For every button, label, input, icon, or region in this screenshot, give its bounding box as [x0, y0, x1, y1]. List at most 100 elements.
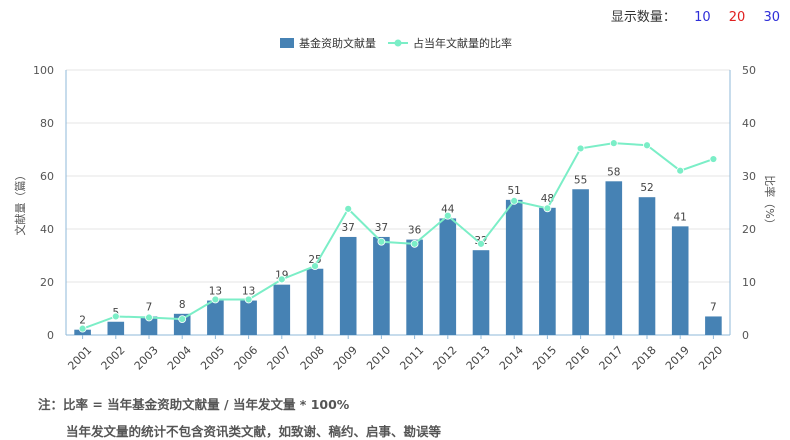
display-count-label: 显示数量： [610, 10, 676, 25]
x-tick-label: 2003 [132, 344, 161, 373]
bar-value-label: 58 [607, 166, 620, 178]
bar-value-label: 52 [640, 182, 653, 194]
x-tick-label: 2017 [597, 344, 626, 373]
bar-2009 [339, 236, 357, 335]
ratio-point-2016 [576, 144, 585, 153]
left-axis-title: 文献量（篇） [13, 170, 27, 236]
x-tick-label: 2011 [397, 344, 426, 373]
bar-2015 [539, 207, 556, 335]
x-tick-label: 2018 [630, 344, 659, 373]
bar-2002 [107, 321, 125, 335]
left-tick-label: 40 [40, 223, 54, 236]
bar-value-label: 41 [674, 211, 687, 223]
left-tick-label: 100 [33, 64, 54, 77]
legend-bar-label: 基金资助文献量 [299, 36, 376, 50]
funding-chart: 0 20 40 60 80 100 0 10 20 30 40 50 文献量（篇） 比率（%） 25 7 8 13… [13, 36, 777, 373]
x-tick-label: 2012 [431, 344, 460, 373]
bar-2014 [505, 199, 523, 335]
ratio-point-2012 [443, 211, 452, 220]
x-tick-label: 2014 [497, 344, 526, 373]
right-tick-label: 20 [742, 223, 756, 236]
ratio-point-2006 [244, 295, 253, 304]
ratio-point-2015 [543, 204, 552, 213]
ratio-point-2020 [709, 155, 718, 163]
bar-value-label: 8 [179, 299, 186, 311]
ratio-point-2007 [277, 275, 286, 284]
display-count-option-10[interactable]: 10 [694, 10, 711, 25]
bar-value-label: 55 [574, 174, 587, 186]
right-axis-title: 比率（%） [763, 175, 777, 229]
ratio-point-2004 [178, 315, 187, 324]
x-tick-label: 2020 [696, 344, 725, 373]
right-tick-label: 10 [742, 276, 756, 289]
bar-2017 [605, 181, 623, 335]
legend-line-marker [394, 39, 402, 47]
bar-2003 [140, 316, 158, 335]
bar-value-label: 51 [508, 185, 521, 197]
x-tick-label: 2010 [364, 344, 393, 373]
bar-2007 [273, 284, 291, 335]
x-tick-label: 2002 [99, 344, 128, 373]
ratio-point-2002 [111, 312, 120, 321]
x-tick-label: 2009 [331, 344, 360, 373]
left-tick-label: 60 [40, 170, 54, 183]
ratio-point-2001 [78, 324, 87, 333]
note-ratio-formula: 注：比率 = 当年基金资助文献量 / 当年发文量 * 100% [38, 397, 350, 412]
x-tick-label: 2013 [464, 344, 493, 373]
x-tick-label: 2019 [663, 344, 692, 373]
right-tick-label: 30 [742, 170, 756, 183]
ratio-point-2011 [410, 239, 419, 248]
bar-value-label: 36 [408, 225, 422, 237]
bar-2008 [306, 268, 324, 335]
bar-2011 [406, 239, 423, 335]
right-tick-label: 40 [742, 117, 756, 130]
bar-value-label: 7 [710, 301, 717, 313]
right-tick-label: 0 [742, 329, 749, 342]
ratio-point-2003 [145, 313, 153, 322]
bar-value-label: 44 [441, 203, 455, 215]
x-tick-label: 2007 [265, 344, 294, 373]
x-tick-label: 2004 [165, 344, 194, 373]
bar-value-label: 25 [308, 254, 321, 266]
bar-value-label: 37 [342, 222, 355, 234]
bar-value-label: 37 [375, 222, 388, 234]
x-tick-label: 2006 [231, 344, 260, 373]
display-count-option-20[interactable]: 20 [728, 10, 746, 25]
ratio-point-2013 [477, 239, 485, 248]
x-tick-label: 2016 [563, 344, 592, 373]
legend-line-label: 占当年文献量的比率 [413, 36, 512, 50]
bar-2013 [472, 250, 490, 335]
x-tick-label: 2008 [298, 344, 327, 373]
x-tick-label: 2001 [65, 344, 94, 373]
bar-2006 [240, 300, 257, 335]
left-tick-label: 20 [40, 276, 54, 289]
ratio-point-2017 [609, 139, 618, 148]
ratio-point-2019 [676, 166, 685, 175]
note-count-exclusion: 当年发文量的统计不包含资讯类文献，如致谢、稿约、启事、勘误等 [66, 424, 442, 439]
bar-value-label: 13 [209, 286, 222, 298]
bar-2018 [638, 197, 656, 335]
bar-2019 [671, 226, 689, 335]
bar-value-label: 2 [79, 315, 86, 327]
ratio-point-2014 [510, 197, 519, 205]
bar-2012 [439, 218, 457, 335]
ratio-point-2010 [377, 237, 386, 246]
bar-2005 [207, 300, 224, 335]
ratio-point-2018 [643, 141, 651, 150]
right-tick-label: 50 [742, 64, 756, 77]
display-count-option-30[interactable]: 30 [763, 10, 780, 25]
bar-value-label: 13 [242, 286, 255, 298]
legend-bar-swatch [280, 38, 294, 48]
bar-2010 [373, 236, 390, 335]
ratio-point-2009 [344, 204, 353, 213]
x-tick-label: 2005 [198, 344, 227, 373]
left-tick-label: 80 [40, 117, 54, 130]
bar-2016 [572, 189, 589, 335]
x-tick-label: 2015 [530, 344, 559, 373]
display-count-control: 显示数量： 10 20 30 [611, 6, 780, 25]
bar-value-label: 7 [146, 301, 153, 313]
left-tick-label: 0 [47, 329, 54, 342]
ratio-line [82, 142, 714, 330]
ratio-point-2008 [311, 262, 319, 271]
ratio-point-2005 [211, 295, 220, 304]
